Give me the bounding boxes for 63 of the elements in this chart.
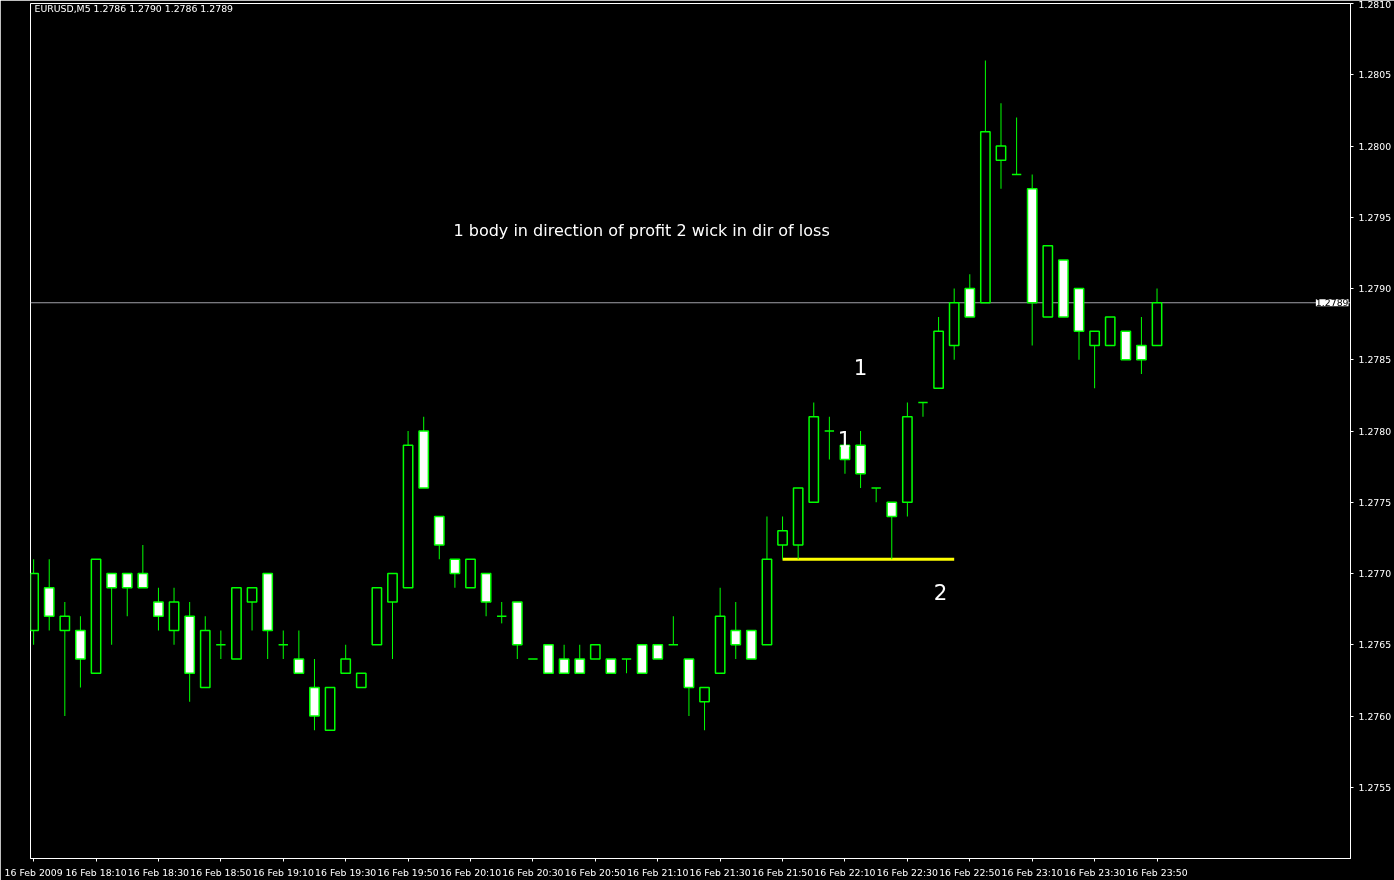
x-tick-label: 16 Feb 22:10 — [814, 866, 876, 878]
x-tick-label: 16 Feb 21:30 — [689, 866, 751, 878]
y-tick-label: 1.2805 — [1358, 69, 1392, 81]
chart-title: EURUSD,M5 1.2786 1.2790 1.2786 1.2789 — [34, 2, 234, 14]
x-tick-label: 16 Feb 19:30 — [315, 866, 377, 878]
candlestick — [449, 558, 461, 589]
candlestick — [621, 658, 632, 674]
x-tick-label: 16 Feb 20:30 — [502, 866, 564, 878]
candlestick — [246, 587, 258, 631]
candlestick — [730, 601, 742, 660]
y-tick-label: 1.2770 — [1358, 568, 1392, 579]
candlestick — [574, 644, 586, 674]
x-tick-label: 16 Feb 21:10 — [627, 866, 689, 878]
candlestick — [340, 644, 352, 674]
candlestick — [1135, 316, 1147, 375]
x-tick-label: 16 Feb 20:50 — [564, 866, 626, 878]
candlestick — [667, 615, 679, 646]
candlestick — [496, 601, 508, 624]
x-tick-label: 16 Feb 21:50 — [751, 866, 814, 878]
candlestick — [823, 416, 835, 460]
x-tick-label: 16 Feb 18:10 — [65, 866, 127, 878]
annotation: 1 — [853, 354, 868, 380]
candlestick — [1089, 330, 1101, 389]
annotation: 2 — [933, 579, 948, 605]
annotation: 1 body in direction of profit 2 wick in dir of loss — [453, 221, 830, 240]
x-tick-label: 16 Feb 19:10 — [252, 866, 314, 878]
y-tick-label: 1.2775 — [1358, 496, 1392, 508]
candlestick — [153, 587, 164, 631]
candlestick — [558, 644, 570, 674]
y-tick-label: 1.2755 — [1358, 781, 1392, 793]
x-tick-label: 16 Feb 2009 — [4, 866, 63, 878]
candlestick — [106, 572, 118, 646]
x-tick-label: 16 Feb 23:30 — [1064, 866, 1126, 878]
candlestick — [1011, 117, 1023, 176]
y-tick-label: 1.2790 — [1358, 283, 1392, 294]
y-tick-label: 1.2765 — [1358, 639, 1392, 651]
x-tick-label: 16 Feb 23:10 — [1001, 866, 1063, 878]
y-tick-label: 1.2795 — [1358, 211, 1392, 223]
x-tick-label: 16 Feb 22:30 — [876, 866, 939, 878]
candlestick — [293, 630, 305, 674]
candlestick — [995, 102, 1007, 190]
x-tick-label: 16 Feb 19:50 — [377, 866, 439, 878]
y-tick-label: 1.2780 — [1358, 425, 1392, 437]
x-tick-label: 16 Feb 20:10 — [439, 866, 502, 878]
candlestick — [137, 544, 149, 589]
candlestick — [886, 501, 898, 560]
candlestick — [121, 572, 133, 617]
ref-line-label: 1.2789 — [1315, 297, 1349, 309]
candlestick — [870, 487, 882, 503]
candlestick — [777, 516, 788, 560]
candlestick — [59, 601, 71, 717]
y-tick-label: 1.2785 — [1358, 354, 1392, 366]
y-tick-label: 1.2810 — [1358, 0, 1392, 10]
x-tick-label: 16 Feb 18:30 — [127, 866, 190, 878]
candlestick — [699, 686, 710, 731]
candlestick — [277, 630, 289, 660]
y-tick-label: 1.2800 — [1358, 140, 1392, 152]
x-tick-label: 16 Feb 18:50 — [190, 866, 252, 878]
x-tick-label: 16 Feb 23:50 — [1126, 866, 1188, 878]
y-tick-label: 1.2760 — [1358, 710, 1392, 722]
candlestick — [215, 630, 227, 660]
x-tick-label: 16 Feb 22:50 — [939, 866, 1001, 878]
candlestick — [917, 401, 929, 418]
